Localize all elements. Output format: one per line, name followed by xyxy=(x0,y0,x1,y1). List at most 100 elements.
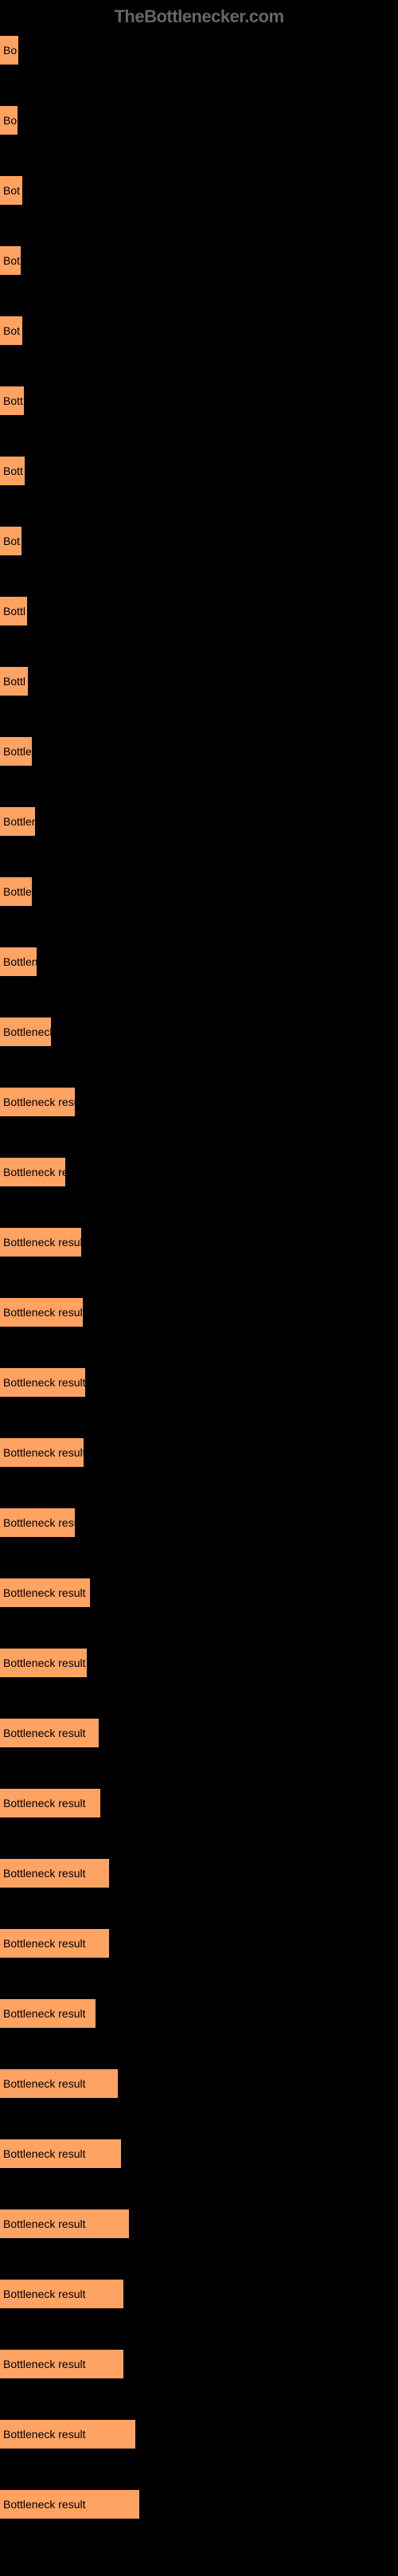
bar-row: Bo xyxy=(0,106,398,135)
bar-label: Bottleneck result xyxy=(3,1867,86,1880)
bar-row: Bottleneck xyxy=(0,1017,398,1046)
bar: Bott xyxy=(0,457,25,485)
bar-label: Bottleneck result xyxy=(3,2428,86,2441)
bar: Bot xyxy=(0,176,22,205)
bar: Bo xyxy=(0,106,18,135)
bar: Bottleneck result xyxy=(0,1719,99,1747)
bar-label: Bottle xyxy=(3,745,32,758)
bar: Bottleneck result xyxy=(0,1859,109,1888)
bar-label: Bo xyxy=(3,114,17,127)
bar-row: Bot xyxy=(0,527,398,555)
bar-label: Bottleneck resu xyxy=(3,1516,80,1529)
bar: Bottleneck result xyxy=(0,1438,84,1467)
bar-row: Bot xyxy=(0,316,398,345)
bar-label: Bottleneck re xyxy=(3,1166,68,1178)
bar-label: Bottleneck result xyxy=(3,2498,86,2511)
bar-row: Bottleneck result xyxy=(0,1578,398,1607)
bar-row: Bottleneck result xyxy=(0,1929,398,1958)
bar-label: Bottleneck result xyxy=(3,2077,86,2090)
bar-label: Bot xyxy=(3,535,20,547)
bar-row: Bottleneck result xyxy=(0,1298,398,1327)
bar-label: Bottleneck result xyxy=(3,1586,86,1599)
bar-label: Bottleneck result xyxy=(3,1727,86,1739)
bar: Bottleneck xyxy=(0,1017,51,1046)
bar-label: Bot xyxy=(3,254,20,267)
bar-label: Bottl xyxy=(3,605,25,618)
bar: Bot xyxy=(0,527,21,555)
bar-label: Bottleneck resu xyxy=(3,1096,80,1108)
bar-label: Bottleneck result xyxy=(3,1797,86,1809)
bar-label: Bottleneck result xyxy=(3,1306,86,1319)
bar-row: Bot xyxy=(0,176,398,205)
bar-label: Bottleneck result xyxy=(3,1937,86,1950)
bar-label: Bottleneck result xyxy=(3,2217,86,2230)
bar: Bot xyxy=(0,316,22,345)
bar: Bottleneck result xyxy=(0,2350,123,2378)
bar-row: Bottl xyxy=(0,597,398,625)
bar-label: Bo xyxy=(3,44,17,57)
bar-label: Bottleneck result xyxy=(3,2358,86,2370)
bar-row: Bottleneck result xyxy=(0,2420,398,2449)
bar-row: Bottleneck result xyxy=(0,2280,398,2308)
bar: Bottleneck result xyxy=(0,2280,123,2308)
bar-label: Bottleneck result xyxy=(3,1376,86,1389)
bar: Bottleneck result xyxy=(0,1789,100,1817)
bar-row: Bottleneck result xyxy=(0,1999,398,2028)
bar-row: Bottleneck result xyxy=(0,1649,398,1677)
bar-label: Bott xyxy=(3,394,23,407)
bar-label: Bot xyxy=(3,184,20,197)
bar-row: Bottleneck result xyxy=(0,2350,398,2378)
bar: Bottle xyxy=(0,737,32,766)
bar-chart: Bo Bo Bot Bot Bot Bott Bott Bot Bottl Bottl Bottle… xyxy=(0,0,398,2576)
bar-label: Bottler xyxy=(3,815,35,828)
bar: Bottleneck result xyxy=(0,1578,90,1607)
bar-row: Bottleneck result xyxy=(0,1368,398,1397)
bar-row: Bottleneck result xyxy=(0,1789,398,1817)
bar-row: Bottleneck result xyxy=(0,2490,398,2519)
bar: Bottleneck result xyxy=(0,1298,83,1327)
bar-row: Bottleneck result xyxy=(0,1438,398,1467)
bar-label: Bottleneck result xyxy=(3,1657,86,1669)
bar-label: Bottl xyxy=(3,675,25,688)
bar: Bottl xyxy=(0,597,27,625)
bar: Bottleneck result xyxy=(0,1649,87,1677)
bar-label: Bottleneck result xyxy=(3,1236,86,1249)
bar-label: Bottleneck xyxy=(3,1025,55,1038)
bar-label: Bottleneck result xyxy=(3,1446,86,1459)
bar-label: Bot xyxy=(3,324,20,337)
bar: Bottleneck result xyxy=(0,1228,81,1257)
bar-row: Bottleneck result xyxy=(0,2209,398,2238)
bar-row: Bottlen xyxy=(0,947,398,976)
bar: Bottle xyxy=(0,877,32,906)
bar-row: Bottleneck re xyxy=(0,1158,398,1186)
bar-row: Bottleneck result xyxy=(0,2069,398,2098)
bar-label: Bott xyxy=(3,465,23,477)
bar-row: Bottleneck resu xyxy=(0,1088,398,1116)
bar: Bottler xyxy=(0,807,35,836)
bar: Bottleneck resu xyxy=(0,1088,75,1116)
bar-row: Bottleneck result xyxy=(0,2139,398,2168)
bar-row: Bott xyxy=(0,457,398,485)
bar-row: Bottleneck result xyxy=(0,1859,398,1888)
bar-row: Bottleneck resu xyxy=(0,1508,398,1537)
watermark-text: TheBottlenecker.com xyxy=(114,6,283,27)
bar-row: Bottle xyxy=(0,737,398,766)
bar-label: Bottle xyxy=(3,885,32,898)
bar-label: Bottleneck result xyxy=(3,2007,86,2020)
bar-label: Bottlen xyxy=(3,955,38,968)
bar: Bottleneck result xyxy=(0,2069,118,2098)
bar: Bottl xyxy=(0,667,28,696)
bar-label: Bottleneck result xyxy=(3,2288,86,2300)
bar-row: Bottleneck result xyxy=(0,1228,398,1257)
bar: Bo xyxy=(0,36,18,65)
bar-row: Bott xyxy=(0,386,398,415)
bar: Bottleneck result xyxy=(0,1999,96,2028)
bar-row: Bo xyxy=(0,36,398,65)
bar-row: Bot xyxy=(0,246,398,275)
bar-row: Bottl xyxy=(0,667,398,696)
bar: Bottleneck re xyxy=(0,1158,65,1186)
bar: Bottleneck result xyxy=(0,2209,129,2238)
bar: Bottleneck result xyxy=(0,2420,135,2449)
bar-row: Bottler xyxy=(0,807,398,836)
bar-row: Bottle xyxy=(0,877,398,906)
